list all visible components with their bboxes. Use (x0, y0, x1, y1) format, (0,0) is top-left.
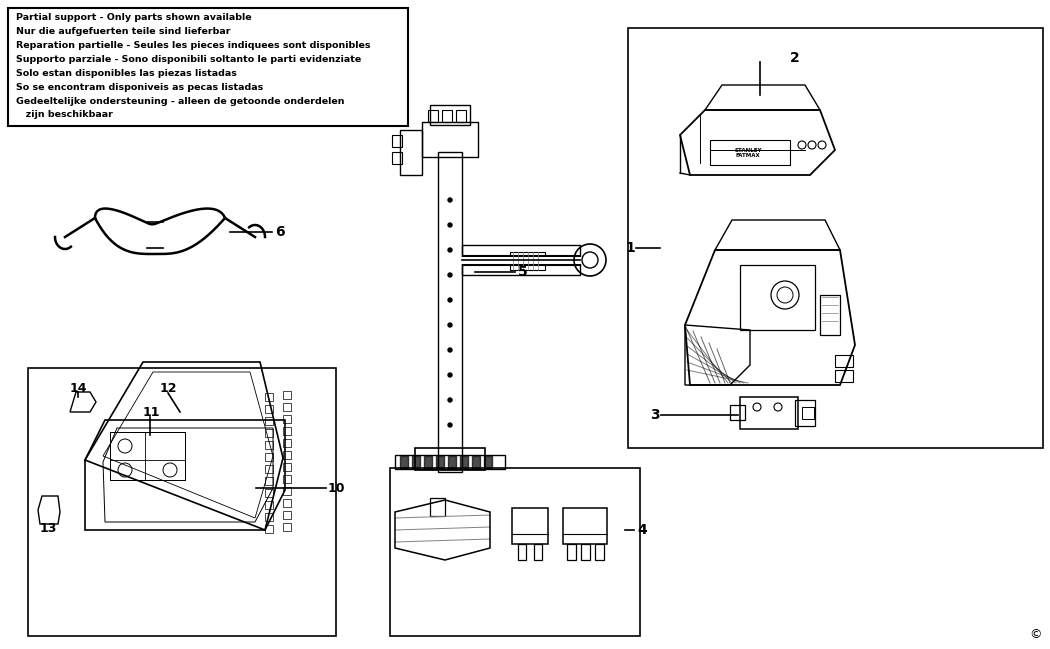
Bar (430, 498, 445, 516)
Bar (512, 508, 548, 544)
Bar (390, 468, 640, 636)
Bar (438, 152, 462, 472)
Bar (265, 429, 273, 437)
Text: So se encontram disponiveis as pecas listadas: So se encontram disponiveis as pecas lis… (16, 82, 264, 92)
Bar (265, 477, 273, 485)
Bar (284, 451, 291, 459)
Text: 12: 12 (160, 382, 177, 395)
Circle shape (448, 323, 451, 327)
Bar (284, 403, 291, 411)
Text: ©: © (1029, 628, 1042, 641)
Bar (265, 525, 273, 533)
Text: Gedeeltelijke ondersteuning - alleen de getoonde onderdelen: Gedeeltelijke ondersteuning - alleen de … (16, 97, 344, 106)
Bar (284, 499, 291, 507)
Bar (110, 432, 185, 480)
Text: Reparation partielle - Seules les pieces indiquees sont disponibles: Reparation partielle - Seules les pieces… (16, 41, 371, 50)
Bar (462, 245, 580, 275)
Circle shape (448, 423, 451, 427)
Bar (284, 439, 291, 447)
Circle shape (448, 373, 451, 377)
Circle shape (448, 223, 451, 227)
Bar (710, 140, 790, 165)
Bar (392, 152, 402, 164)
Text: zijn beschikbaar: zijn beschikbaar (16, 110, 113, 119)
Bar (395, 455, 505, 469)
Bar (265, 513, 273, 521)
Bar (428, 110, 438, 122)
Circle shape (448, 198, 451, 202)
Bar (265, 417, 273, 425)
Circle shape (448, 348, 451, 352)
Text: Nur die aufgefuerten teile sind lieferbar: Nur die aufgefuerten teile sind lieferba… (16, 27, 231, 36)
Text: 10: 10 (328, 482, 345, 495)
Bar (284, 523, 291, 531)
Bar (284, 427, 291, 435)
Bar (265, 393, 273, 401)
Circle shape (448, 273, 451, 277)
Bar (284, 475, 291, 483)
Text: 5: 5 (518, 265, 528, 279)
Bar (835, 370, 853, 382)
Bar (284, 415, 291, 423)
Bar (802, 407, 814, 419)
Text: 14: 14 (70, 382, 87, 395)
Bar (730, 405, 746, 420)
Bar (820, 295, 840, 335)
Bar (422, 122, 478, 157)
Bar (563, 508, 607, 544)
Bar (8, 8, 408, 126)
Bar (284, 391, 291, 399)
Bar (795, 400, 815, 426)
Bar (265, 405, 273, 413)
Bar (284, 511, 291, 519)
Bar (442, 110, 452, 122)
Bar (581, 544, 590, 560)
Bar (518, 544, 526, 560)
Circle shape (448, 248, 451, 252)
Bar (284, 463, 291, 471)
Bar (110, 432, 185, 480)
Bar (430, 105, 470, 125)
Bar (595, 544, 604, 560)
Circle shape (448, 398, 451, 402)
Bar (265, 501, 273, 509)
Text: 4: 4 (637, 523, 647, 537)
Text: 3: 3 (650, 408, 659, 422)
Bar (534, 544, 542, 560)
Bar (265, 453, 273, 461)
Bar (510, 252, 545, 270)
Text: Supporto parziale - Sono disponibili soltanto le parti evidenziate: Supporto parziale - Sono disponibili sol… (16, 55, 361, 64)
Text: Partial support - Only parts shown available: Partial support - Only parts shown avail… (16, 13, 252, 22)
Bar (265, 489, 273, 497)
Bar (740, 397, 798, 429)
Text: 11: 11 (143, 406, 161, 419)
Bar (392, 135, 402, 147)
Text: 1: 1 (625, 241, 635, 255)
Bar (400, 130, 422, 175)
Bar (284, 487, 291, 495)
Bar (835, 355, 853, 367)
Text: 2: 2 (790, 51, 800, 65)
Bar (28, 368, 336, 636)
Bar (628, 28, 1043, 448)
Bar (415, 448, 485, 470)
Text: 13: 13 (40, 522, 58, 535)
Bar (265, 465, 273, 473)
Bar (567, 544, 576, 560)
Bar (740, 265, 815, 330)
Bar (265, 441, 273, 449)
Bar (456, 110, 466, 122)
Text: STANLEY
FATMAX: STANLEY FATMAX (734, 147, 761, 158)
Circle shape (448, 298, 451, 302)
Text: Solo estan disponibles las piezas listadas: Solo estan disponibles las piezas listad… (16, 69, 237, 78)
Text: 6: 6 (275, 225, 285, 239)
